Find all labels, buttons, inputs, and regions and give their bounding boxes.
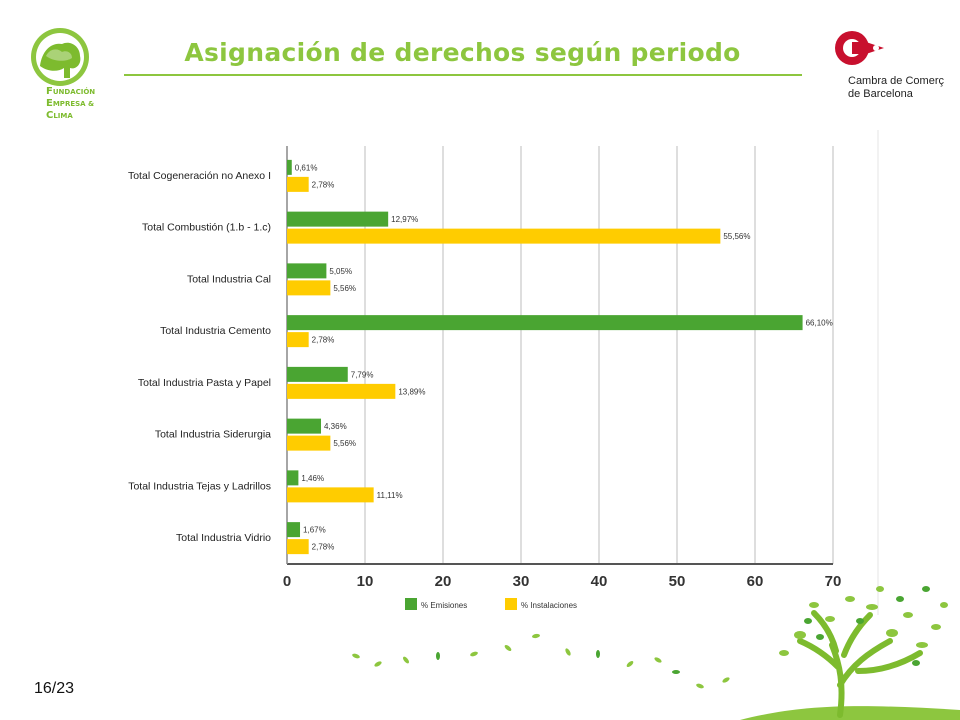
category-label: Total Industria Siderurgia <box>155 429 271 441</box>
data-label: 66,10% <box>806 319 833 328</box>
page-number: 16/23 <box>34 680 75 697</box>
fundacion-empresa-clima-logo <box>31 28 89 86</box>
x-tick-label: 40 <box>591 573 608 590</box>
data-label: 55,56% <box>723 232 750 241</box>
data-label: 2,78% <box>312 180 335 189</box>
category-label: Total Industria Pasta y Papel <box>138 377 271 389</box>
data-label: 0,61% <box>295 163 318 172</box>
bar-instalaciones <box>287 280 331 296</box>
bar-instalaciones <box>287 176 309 192</box>
category-label: Total Combustión (1.b - 1.c) <box>142 222 271 234</box>
bar-instalaciones <box>287 435 331 451</box>
bar-emisiones <box>287 366 348 382</box>
title-underline <box>124 74 802 76</box>
data-label: 1,46% <box>301 474 324 483</box>
legend-label: % Emisiones <box>421 601 467 610</box>
data-label: 7,79% <box>351 370 374 379</box>
bar-emisiones <box>287 470 299 486</box>
category-label: Total Industria Vidrio <box>176 532 271 544</box>
legend-label: % Instalaciones <box>521 601 577 610</box>
x-tick-label: 0 <box>283 573 291 590</box>
x-tick-label: 20 <box>435 573 452 590</box>
falling-leaves-decoration <box>352 633 730 689</box>
x-tick-label: 30 <box>513 573 530 590</box>
cambra-comerc-text: Cambra de Comerç de Barcelona <box>848 75 944 100</box>
category-label: Total Industria Tejas y Ladrillos <box>128 480 271 492</box>
x-tick-label: 10 <box>357 573 374 590</box>
chart-background <box>100 130 880 615</box>
category-label: Total Industria Cal <box>187 273 271 285</box>
bar-instalaciones <box>287 383 396 399</box>
category-label: Total Industria Cemento <box>160 325 271 337</box>
page-title: Asignación de derechos según periodo <box>184 38 741 67</box>
bar-chart: 0 10 20 30 40 50 60 70 Total Cogeneración no Ane… <box>100 130 880 615</box>
data-label: 5,56% <box>333 439 356 448</box>
data-label: 13,89% <box>398 387 425 396</box>
bar-emisiones <box>287 315 803 331</box>
data-label: 4,36% <box>324 422 347 431</box>
bar-instalaciones <box>287 228 721 244</box>
tree-decoration <box>740 586 960 720</box>
bar-instalaciones <box>287 539 309 555</box>
bar-instalaciones <box>287 487 374 503</box>
fundacion-logo-text: FUNDACIÓN EMPRESA & CLIMA <box>46 86 96 121</box>
data-label: 2,78% <box>312 543 335 552</box>
category-label: Total Cogeneración no Anexo I <box>128 170 271 182</box>
data-label: 2,78% <box>312 336 335 345</box>
bar-instalaciones <box>287 332 309 348</box>
x-tick-label: 70 <box>825 573 842 590</box>
data-label: 11,11% <box>377 491 403 500</box>
bar-emisiones <box>287 211 389 227</box>
data-label: 5,05% <box>329 267 352 276</box>
cambra-comerc-logo <box>835 31 884 65</box>
legend-swatch-emisiones <box>405 598 417 610</box>
data-label: 5,56% <box>333 284 356 293</box>
bar-emisiones <box>287 159 292 175</box>
bar-emisiones <box>287 522 301 538</box>
data-label: 1,67% <box>303 526 326 535</box>
x-tick-label: 50 <box>669 573 686 590</box>
bar-emisiones <box>287 418 322 434</box>
legend-swatch-instalaciones <box>505 598 517 610</box>
x-tick-label: 60 <box>747 573 764 590</box>
data-label: 12,97% <box>391 215 418 224</box>
bar-emisiones <box>287 263 327 279</box>
